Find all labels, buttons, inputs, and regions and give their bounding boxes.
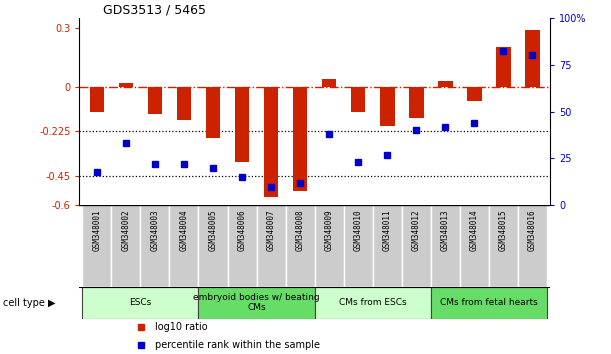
Text: GSM348014: GSM348014: [470, 209, 479, 251]
Text: CMs from fetal hearts: CMs from fetal hearts: [440, 298, 538, 307]
Bar: [402, 205, 431, 287]
Text: GDS3513 / 5465: GDS3513 / 5465: [103, 4, 206, 17]
Text: CMs from ESCs: CMs from ESCs: [339, 298, 406, 307]
Text: GSM348008: GSM348008: [296, 209, 305, 251]
Text: GSM348005: GSM348005: [208, 209, 218, 251]
Text: GSM348010: GSM348010: [354, 209, 363, 251]
Text: GSM348001: GSM348001: [92, 209, 101, 251]
Text: GSM348003: GSM348003: [150, 209, 159, 251]
Text: GSM348011: GSM348011: [382, 209, 392, 251]
Bar: [315, 287, 431, 319]
Text: log10 ratio: log10 ratio: [155, 322, 207, 332]
Text: cell type ▶: cell type ▶: [3, 298, 56, 308]
Text: GSM348009: GSM348009: [324, 209, 334, 251]
Bar: [141, 205, 169, 287]
Text: ESCs: ESCs: [130, 298, 152, 307]
Bar: [525, 29, 540, 87]
Bar: [177, 87, 191, 120]
Text: GSM348012: GSM348012: [412, 209, 421, 251]
Bar: [206, 87, 221, 138]
Bar: [380, 87, 395, 126]
Text: percentile rank within the sample: percentile rank within the sample: [155, 340, 320, 350]
Bar: [119, 83, 133, 87]
Bar: [409, 87, 423, 119]
Bar: [489, 205, 518, 287]
Text: GSM348004: GSM348004: [180, 209, 188, 251]
Bar: [199, 205, 227, 287]
Bar: [90, 87, 104, 113]
Bar: [496, 47, 511, 87]
Bar: [518, 205, 547, 287]
Bar: [322, 79, 337, 87]
Bar: [257, 205, 285, 287]
Bar: [351, 87, 365, 113]
Bar: [460, 205, 489, 287]
Bar: [227, 205, 257, 287]
Bar: [315, 205, 344, 287]
Text: GSM348002: GSM348002: [122, 209, 130, 251]
Text: GSM348015: GSM348015: [499, 209, 508, 251]
Bar: [344, 205, 373, 287]
Text: GSM348013: GSM348013: [441, 209, 450, 251]
Bar: [235, 87, 249, 162]
Text: embryoid bodies w/ beating
CMs: embryoid bodies w/ beating CMs: [193, 293, 320, 312]
Bar: [431, 287, 547, 319]
Bar: [373, 205, 402, 287]
Bar: [148, 87, 162, 114]
Bar: [169, 205, 199, 287]
Bar: [82, 287, 199, 319]
Bar: [82, 205, 111, 287]
Bar: [438, 81, 453, 87]
Bar: [467, 87, 481, 101]
Bar: [264, 87, 279, 198]
Text: GSM348016: GSM348016: [528, 209, 537, 251]
Bar: [431, 205, 460, 287]
Bar: [293, 87, 307, 192]
Bar: [199, 287, 315, 319]
Bar: [285, 205, 315, 287]
Text: GSM348006: GSM348006: [238, 209, 247, 251]
Text: GSM348007: GSM348007: [266, 209, 276, 251]
Bar: [111, 205, 141, 287]
